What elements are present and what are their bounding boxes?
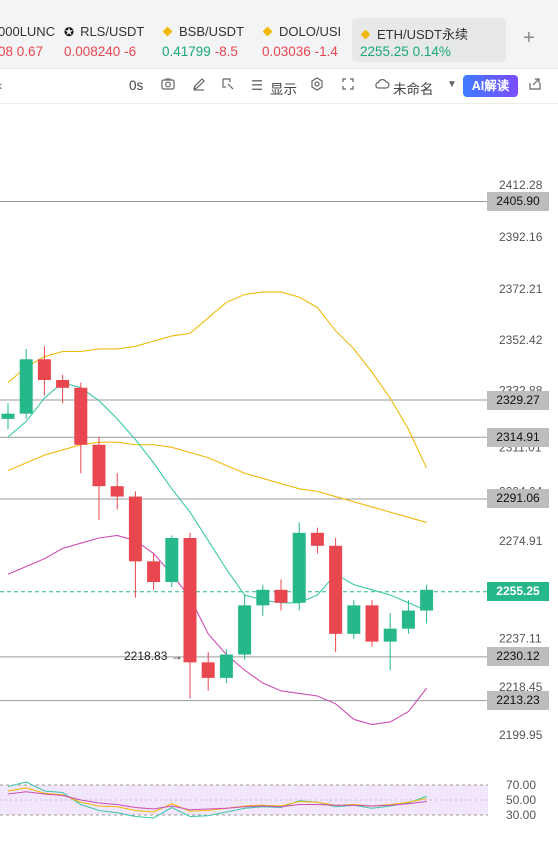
- candle-body: [310, 532, 324, 546]
- tab-rls-price: 0.008240: [64, 44, 121, 59]
- tab-bsb[interactable]: BSB/USDT 0.41799 -8.5: [162, 18, 250, 62]
- chevron-down-icon[interactable]: ▼: [447, 79, 457, 90]
- tab-lunc-change: 0.67: [16, 44, 44, 59]
- chevron-left-icon[interactable]: ‹: [0, 78, 3, 93]
- tab-eth-name: ETH/USDT永续: [377, 27, 469, 42]
- candle-body: [201, 662, 215, 678]
- y-tick-label: 2392.16: [499, 230, 543, 244]
- tab-eth-change: 0.14%: [412, 44, 451, 59]
- tab-lunc[interactable]: 000LUNC 08 0.67: [0, 18, 56, 62]
- tab-bsb-price: 0.41799: [162, 44, 211, 59]
- candle-body: [238, 605, 252, 655]
- rsi-line-slow: [7, 791, 427, 811]
- rsi-line-mid: [7, 787, 427, 813]
- layout-name-dropdown[interactable]: 未命名: [393, 82, 434, 97]
- tab-lunc-price: 08: [0, 44, 14, 59]
- tab-rls[interactable]: ✪ RLS/USDT 0.008240 -6: [62, 18, 152, 62]
- candle-body: [110, 486, 124, 497]
- diamond-icon: [360, 29, 371, 40]
- candle-body: [92, 444, 106, 487]
- price-line-tag: 2314.91: [487, 427, 549, 447]
- boll-lower-line: [7, 534, 428, 726]
- settings-icon[interactable]: [309, 76, 325, 95]
- tab-rls-name: RLS/USDT: [80, 24, 145, 39]
- price-line-tag: 2405.90: [487, 192, 549, 212]
- price-line-tag: 2213.23: [487, 691, 549, 711]
- indicator-list-icon[interactable]: ☰: [251, 78, 264, 93]
- interval-selector[interactable]: 0s: [129, 78, 144, 93]
- candle-body: [401, 610, 415, 629]
- candle-body: [274, 589, 288, 603]
- add-tab-button[interactable]: +: [523, 27, 535, 49]
- tab-dolo[interactable]: DOLO/USI 0.03036 -1.4: [262, 18, 346, 62]
- y-tick-label: 2237.11: [499, 632, 542, 646]
- tab-dolo-name: DOLO/USI: [279, 24, 342, 39]
- rls-icon: ✪: [64, 25, 75, 39]
- tab-bsb-change: -8.5: [214, 44, 238, 59]
- candle-body: [292, 532, 306, 603]
- rsi-tick-label: 70.00: [506, 778, 536, 792]
- tab-bsb-name: BSB/USDT: [179, 24, 245, 39]
- fullscreen-icon[interactable]: [340, 76, 356, 95]
- tab-dolo-change: -1.4: [314, 44, 338, 59]
- diamond-icon: [262, 26, 273, 37]
- layout-icon[interactable]: [220, 76, 236, 95]
- low-price-marker: 2218.83 →: [124, 649, 183, 663]
- y-tick-label: 2352.42: [499, 333, 543, 347]
- y-tick-label: 2218.45: [499, 680, 543, 694]
- candle-body: [19, 359, 33, 414]
- diamond-icon: [162, 26, 173, 37]
- tab-eth-perp[interactable]: ETH/USDT永续 2255.25 0.14%: [352, 18, 506, 62]
- candle-body: [383, 628, 397, 642]
- candle-body: [74, 387, 88, 445]
- rsi-tick-label: 30.00: [506, 808, 536, 822]
- price-line-tag: 2329.27: [487, 390, 549, 410]
- ai-analysis-button[interactable]: AI解读: [463, 75, 518, 97]
- y-tick-label: 2372.21: [499, 282, 543, 296]
- candle-body: [256, 589, 270, 606]
- display-settings-button[interactable]: 显示: [270, 82, 297, 97]
- camera-icon[interactable]: [160, 76, 176, 95]
- candle-body: [347, 605, 361, 634]
- tab-rls-change: -6: [124, 44, 137, 59]
- rsi-tick-label: 50.00: [506, 793, 536, 807]
- boll-mid-line: [7, 381, 427, 612]
- candle-body: [219, 654, 233, 678]
- candle-body: [56, 379, 70, 388]
- price-line-tag: 2230.12: [487, 647, 549, 667]
- tab-lunc-name: 000LUNC: [0, 24, 56, 39]
- tab-dolo-price: 0.03036: [262, 44, 311, 59]
- cloud-layout-icon[interactable]: [374, 77, 390, 94]
- pen-icon[interactable]: [191, 76, 207, 95]
- low-price-value: 2218.83: [124, 649, 168, 663]
- candle-body: [420, 589, 434, 611]
- candle-body: [365, 605, 379, 642]
- y-tick-label: 2274.91: [499, 534, 543, 548]
- candle-body: [147, 561, 161, 583]
- candle-body: [128, 496, 142, 562]
- symbol-tabs-bar: 000LUNC 08 0.67 ✪ RLS/USDT 0.008240 -6 BS…: [0, 0, 558, 69]
- y-tick-label: 2412.28: [499, 178, 543, 192]
- price-chart[interactable]: 2412.282392.162372.212352.422332.882311.…: [0, 104, 558, 868]
- candle-body: [183, 538, 197, 663]
- candle-body: [37, 359, 51, 380]
- y-tick-label: 2199.95: [499, 728, 543, 742]
- candle-body: [329, 545, 343, 634]
- price-line-tag: 2291.06: [487, 489, 549, 509]
- share-icon[interactable]: [527, 76, 543, 95]
- candle-body: [165, 538, 179, 583]
- boll-upper-line: [7, 291, 428, 469]
- ma-line: [7, 441, 427, 523]
- tab-eth-price: 2255.25: [360, 44, 409, 59]
- last-price-tag: 2255.25: [487, 582, 549, 602]
- candle-body: [1, 413, 15, 419]
